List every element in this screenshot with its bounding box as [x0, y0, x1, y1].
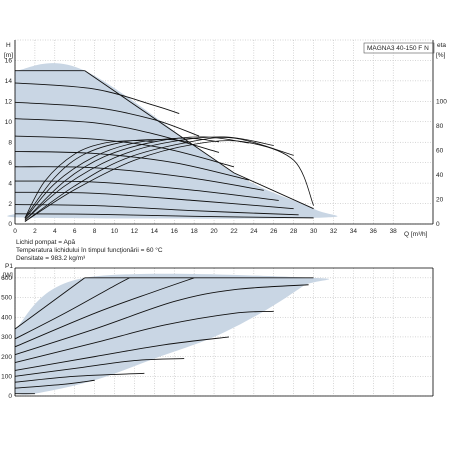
head-curve-5: [14, 150, 249, 181]
head-chart: 0 2 4 6 8 10 12 14 16 18 20 22 24 26 28 30 32 34 36 3802468…: [5, 39, 447, 235]
head-y-tick-5: 10: [5, 119, 13, 126]
flow-axis-title: Q [m³/h]: [404, 231, 428, 238]
efficiency-curve-16: [24, 137, 294, 222]
head-x-tick-6: 12: [131, 228, 139, 235]
model-label: MAGNA3 40-150 F N: [367, 45, 429, 52]
fluid-info-line-1: Lichid pompat = Apă: [16, 239, 75, 246]
head-x-tick-9: 18: [191, 228, 199, 235]
head-x-tick-19: 38: [390, 228, 398, 235]
head-y-tick-7: 14: [5, 78, 13, 85]
eta-y-tick-2: 40: [436, 172, 444, 179]
power-curve-3: [14, 277, 195, 348]
head-x-tick-5: 10: [111, 228, 119, 235]
eta-y-tick-4: 80: [436, 123, 444, 130]
fluid-info-line-3: Densitate = 983.2 kg/m³: [16, 255, 86, 262]
power-y-tick-0: 0: [8, 393, 12, 400]
head-axis-title-line1: H: [6, 42, 11, 49]
head-y-tick-4: 8: [8, 139, 12, 146]
efficiency-curve-15: [24, 136, 274, 221]
power-axis-title-line2: [W]: [3, 272, 13, 279]
head-x-tick-4: 8: [93, 228, 97, 235]
head-x-tick-8: 16: [171, 228, 179, 235]
head-x-tick-12: 24: [250, 228, 258, 235]
eta-axis-title-line1: eta: [437, 42, 446, 49]
eta-y-tick-5: 100: [436, 99, 447, 106]
power-curve-6: [14, 336, 230, 371]
head-y-tick-6: 12: [5, 99, 13, 106]
eta-y-tick-1: 20: [436, 197, 444, 204]
power-y-tick-6: 600: [1, 275, 12, 282]
head-x-tick-10: 20: [210, 228, 218, 235]
head-x-tick-17: 34: [350, 228, 358, 235]
fluid-info-line-2: Temperatura lichidului în timpul funcţio…: [16, 246, 163, 254]
head-curve-9: [14, 204, 299, 216]
head-y-tick-1: 2: [8, 201, 12, 208]
head-curve-1: [14, 82, 180, 115]
head-y-tick-2: 4: [8, 180, 12, 187]
eta-y-tick-3: 60: [436, 148, 444, 155]
eta-y-tick-0: 0: [436, 221, 440, 228]
head-x-tick-0: 0: [13, 228, 17, 235]
head-y-tick-8: 16: [5, 58, 13, 65]
model-label-frame: [363, 42, 435, 54]
power-y-tick-5: 500: [1, 295, 12, 302]
head-x-tick-3: 6: [73, 228, 77, 235]
head-x-tick-7: 14: [151, 228, 159, 235]
head-curve-2: [14, 101, 200, 137]
efficiency-curve-13: [24, 137, 220, 220]
power-curve-5: [14, 310, 274, 363]
power-curve-8: [14, 372, 145, 383]
power-axis-title-line1: P1: [5, 263, 13, 270]
head-x-tick-15: 30: [310, 228, 318, 235]
head-operating-area: [7, 63, 338, 219]
head-x-tick-11: 22: [230, 228, 238, 235]
efficiency-curve-17: [24, 140, 314, 222]
power-curve-1: [14, 277, 85, 330]
head-curve-10: [14, 213, 314, 219]
head-x-tick-2: 4: [53, 228, 57, 235]
power-y-tick-4: 400: [1, 314, 12, 321]
head-max-envelope: [84, 70, 314, 210]
head-x-tick-16: 32: [330, 228, 338, 235]
head-x-tick-13: 26: [270, 228, 278, 235]
power-curve-2: [14, 277, 130, 340]
head-x-tick-14: 28: [290, 228, 298, 235]
head-curve-4: [14, 135, 235, 168]
power-y-tick-3: 300: [1, 334, 12, 341]
power-y-tick-1: 100: [1, 374, 12, 381]
head-y-tick-3: 6: [8, 160, 12, 167]
head-x-tick-18: 36: [370, 228, 378, 235]
power-curve-9: [14, 379, 95, 389]
head-x-tick-1: 2: [33, 228, 37, 235]
eta-axis-title-line2: [%]: [436, 52, 446, 59]
power-curve-7: [14, 358, 185, 377]
power-y-tick-2: 200: [1, 354, 12, 361]
power-operating-area: [15, 273, 330, 395]
head-y-tick-0: 0: [8, 221, 12, 228]
head-axis-title-line2: [m]: [4, 52, 13, 59]
head-curve-6: [14, 166, 264, 191]
power-chart: 0 100 200 300 400 500 600: [1, 267, 434, 400]
power-curve-4: [14, 284, 309, 356]
